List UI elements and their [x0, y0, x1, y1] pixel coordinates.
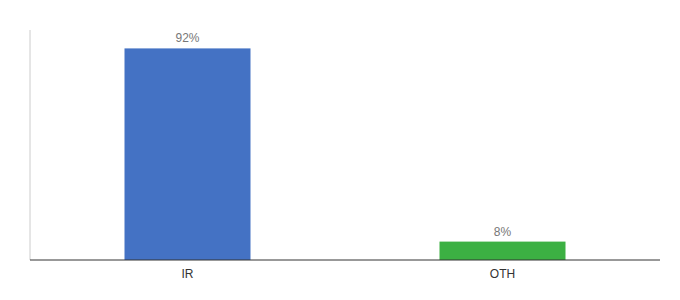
x-axis-line: [30, 260, 660, 261]
bar: [440, 242, 566, 260]
y-axis-line: [30, 30, 31, 260]
chart-container: IR OTH 92% 8%: [0, 0, 680, 300]
data-label: 8%: [494, 225, 512, 239]
x-tick-label: OTH: [490, 267, 515, 281]
chart-svg: IR OTH 92% 8%: [0, 0, 680, 300]
data-label: 92%: [175, 31, 199, 45]
x-tick-label: IR: [182, 267, 194, 281]
bar: [125, 48, 251, 260]
bars: [125, 48, 566, 260]
